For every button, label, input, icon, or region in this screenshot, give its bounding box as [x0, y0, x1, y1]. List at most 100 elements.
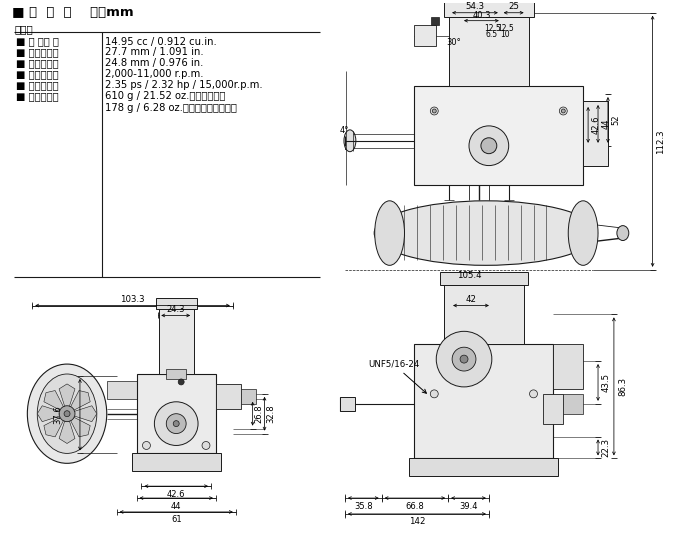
Text: 112.3: 112.3 — [656, 129, 665, 154]
Bar — [159, 310, 194, 374]
Text: 22.3: 22.3 — [601, 438, 611, 457]
Circle shape — [154, 402, 198, 446]
Text: 52: 52 — [611, 115, 620, 125]
Circle shape — [452, 347, 476, 371]
Text: 24.3: 24.3 — [166, 305, 185, 314]
Text: 66.8: 66.8 — [406, 501, 425, 510]
Bar — [409, 458, 558, 476]
Circle shape — [436, 331, 492, 387]
Text: 2,000-11,000 r.p.m.: 2,000-11,000 r.p.m. — [104, 69, 204, 79]
Bar — [166, 369, 186, 379]
Circle shape — [59, 406, 75, 421]
Polygon shape — [44, 414, 67, 437]
Text: 42.6: 42.6 — [592, 116, 601, 134]
Text: ■ 実用回転数: ■ 実用回転数 — [16, 69, 59, 79]
Bar — [241, 389, 255, 404]
Text: 142: 142 — [408, 518, 425, 527]
Text: 25: 25 — [508, 2, 519, 11]
Bar — [543, 394, 563, 424]
Circle shape — [432, 109, 436, 113]
Ellipse shape — [375, 201, 404, 266]
Circle shape — [460, 355, 468, 363]
Polygon shape — [59, 384, 75, 414]
Circle shape — [430, 107, 438, 115]
Text: ■ ボ　　　ア: ■ ボ ア — [16, 48, 59, 58]
Circle shape — [173, 420, 179, 427]
Text: 105.4: 105.4 — [457, 271, 481, 280]
Circle shape — [178, 379, 184, 385]
Bar — [216, 384, 241, 409]
Circle shape — [469, 126, 509, 165]
Polygon shape — [67, 414, 90, 437]
Text: 37.6: 37.6 — [54, 405, 63, 424]
Text: 26.8: 26.8 — [254, 404, 263, 423]
Polygon shape — [67, 391, 90, 414]
Text: ■ 重　　　量: ■ 重 量 — [16, 91, 59, 101]
Text: ■ 三  面  図    単位mm: ■ 三 面 図 単位mm — [12, 6, 134, 19]
Text: 42.6: 42.6 — [167, 490, 185, 499]
Bar — [431, 17, 439, 25]
Text: 10: 10 — [500, 30, 510, 39]
Circle shape — [530, 390, 537, 398]
Text: 40.3: 40.3 — [472, 11, 491, 20]
Text: 12.5: 12.5 — [485, 24, 501, 33]
Text: ■ 行 程体 積: ■ 行 程体 積 — [16, 36, 59, 46]
Bar — [583, 101, 608, 165]
Text: 44: 44 — [601, 119, 611, 129]
Text: 43.5: 43.5 — [601, 373, 611, 392]
Text: 35.8: 35.8 — [354, 501, 373, 510]
Text: 42: 42 — [466, 295, 477, 304]
Bar — [415, 86, 583, 186]
Circle shape — [430, 390, 438, 398]
Text: 32.8: 32.8 — [266, 404, 275, 423]
Polygon shape — [44, 391, 67, 414]
Text: 86.3: 86.3 — [618, 377, 627, 396]
Text: UNF5/16-24: UNF5/16-24 — [368, 359, 427, 394]
Circle shape — [481, 138, 497, 154]
Text: 24.8 mm / 0.976 in.: 24.8 mm / 0.976 in. — [104, 58, 203, 68]
Bar — [340, 397, 355, 411]
Ellipse shape — [37, 374, 97, 453]
Bar — [415, 25, 436, 46]
Bar — [415, 344, 553, 458]
Circle shape — [202, 442, 210, 449]
Text: 610 g / 21.52 oz.（エンジン）: 610 g / 21.52 oz.（エンジン） — [104, 91, 225, 101]
Circle shape — [142, 442, 150, 449]
Ellipse shape — [344, 130, 356, 151]
Text: ■ ストローク: ■ ストローク — [16, 58, 59, 68]
Text: 14.95 cc / 0.912 cu.in.: 14.95 cc / 0.912 cu.in. — [104, 36, 216, 46]
Bar — [156, 297, 197, 310]
Text: 54.3: 54.3 — [465, 2, 485, 11]
Bar — [440, 272, 528, 285]
Text: 27.7 mm / 1.091 in.: 27.7 mm / 1.091 in. — [104, 48, 204, 58]
Polygon shape — [59, 414, 75, 443]
Bar — [345, 133, 353, 149]
Text: 103.3: 103.3 — [120, 295, 145, 304]
Bar — [563, 394, 583, 414]
Text: 61: 61 — [171, 515, 181, 524]
Polygon shape — [67, 406, 97, 421]
Text: 39.4: 39.4 — [459, 501, 478, 510]
Text: 6.5: 6.5 — [486, 30, 498, 39]
Ellipse shape — [374, 201, 598, 266]
Bar — [444, 2, 534, 17]
Text: 178 g / 6.28 oz.　（サイレンサー）: 178 g / 6.28 oz. （サイレンサー） — [104, 103, 237, 113]
Ellipse shape — [28, 364, 106, 463]
Ellipse shape — [617, 226, 629, 240]
Text: 12.5: 12.5 — [497, 24, 514, 33]
Bar — [444, 285, 524, 344]
Text: 2.35 ps / 2.32 hp / 15,000r.p.m.: 2.35 ps / 2.32 hp / 15,000r.p.m. — [104, 80, 262, 90]
Circle shape — [64, 411, 70, 416]
Text: 30°: 30° — [447, 38, 462, 47]
Text: ■ 出　　　力: ■ 出 力 — [16, 80, 59, 90]
Bar — [106, 381, 137, 399]
Bar — [137, 374, 216, 453]
Circle shape — [561, 109, 565, 113]
Text: 4°: 4° — [339, 126, 348, 135]
Text: 要　目: 要 目 — [14, 25, 33, 35]
Text: 44: 44 — [171, 501, 181, 510]
Bar — [449, 17, 528, 86]
Circle shape — [559, 107, 568, 115]
Bar — [131, 453, 221, 471]
Ellipse shape — [568, 201, 598, 266]
